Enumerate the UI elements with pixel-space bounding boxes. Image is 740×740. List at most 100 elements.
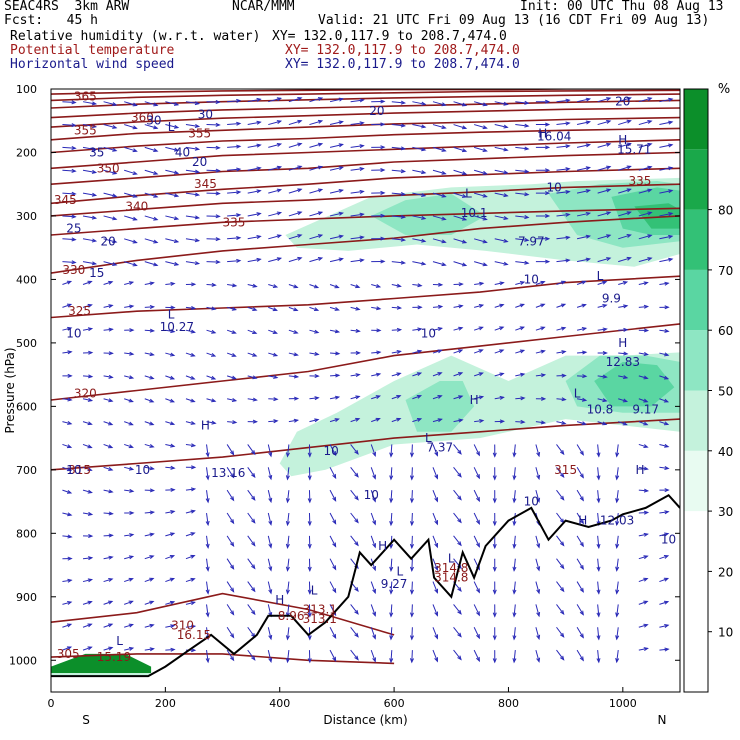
wind-vector-304: [309, 188, 324, 194]
wind-vector-665: [596, 444, 601, 458]
wind-vector-584: [535, 303, 546, 308]
wind-vector-747: [659, 600, 670, 605]
wind-vector-326: [329, 120, 344, 126]
wind-vector-264: [268, 419, 279, 424]
wind-vector-367: [350, 489, 359, 501]
wind-vector-637: [577, 374, 588, 379]
wind-vector-162: [185, 375, 196, 380]
wind-label-32: 15.71: [617, 142, 651, 156]
wind-vector-603: [556, 167, 571, 172]
wind-vector-229: [247, 189, 262, 194]
wind-vector-601: [556, 121, 571, 126]
wind-vector-416: [389, 467, 394, 481]
wind-vector-163: [185, 398, 196, 403]
wind-vector-101: [144, 124, 159, 130]
wind-vector-733: [659, 281, 670, 286]
wind-vector-551: [515, 123, 530, 128]
theta-line-10: [51, 139, 680, 170]
wind-vector-486: [453, 349, 464, 354]
theta-label-15: 355: [74, 123, 97, 137]
wind-vector-560: [515, 326, 525, 331]
wind-vector-107: [144, 261, 159, 267]
wind-vector-374: [350, 649, 359, 661]
theta-label-13: 345: [194, 177, 217, 191]
wind-vector-150: [185, 101, 201, 106]
wind-vector-266: [267, 467, 273, 481]
wind-vector-557: [515, 260, 530, 265]
wind-vector-200: [227, 98, 242, 103]
wind-vector-219: [226, 535, 235, 548]
wind-label-18: 20: [192, 155, 207, 169]
wind-vector-180: [206, 214, 221, 219]
wind-vector-92: [124, 488, 135, 493]
wind-vector-455: [432, 215, 447, 221]
wind-vector-95: [124, 555, 135, 560]
wind-label-1: 20: [101, 234, 116, 248]
wind-vector-575: [535, 99, 551, 104]
wind-vector-194: [205, 535, 210, 550]
wind-vector-363: [350, 395, 361, 400]
wind-vector-400: [391, 100, 407, 105]
wind-vector-742: [659, 488, 670, 493]
wind-vector-118: [144, 510, 156, 515]
wind-vector-748: [659, 624, 670, 628]
wind-vector-625: [576, 97, 592, 103]
wind-vector-661: [597, 351, 608, 356]
wind-vector-298: [285, 627, 290, 641]
wind-vector-732: [659, 257, 674, 263]
wind-vector-80: [124, 215, 138, 221]
wind-vector-700: [638, 97, 653, 103]
wind-vector-577: [535, 145, 551, 150]
wind-vector-61: [103, 351, 114, 356]
wind-vector-305: [309, 211, 324, 217]
theta-label-0: 305: [57, 647, 80, 661]
colorbar-segment: [684, 89, 708, 150]
wind-vector-142: [165, 487, 176, 492]
wind-vector-483: [453, 282, 464, 287]
wind-vector-460: [432, 327, 444, 331]
wind-vector-542: [492, 490, 497, 504]
wind-vector-452: [432, 146, 447, 152]
contour-labels: 305 310 313.1 314.8 315 315 320 325 330 335 335 340…: [54, 90, 676, 664]
wind-vector-259: [268, 306, 278, 312]
wind-vector-741: [659, 466, 670, 471]
hl-marker-12: L: [574, 387, 581, 401]
wind-vector-594: [535, 535, 541, 549]
wind-vector-272: [267, 604, 273, 618]
wind-vector-71: [103, 578, 114, 583]
wind-vector-509: [474, 304, 485, 308]
wind-vector-94: [124, 533, 135, 538]
wind-vector-230: [247, 212, 262, 217]
wind-vector-697: [615, 604, 620, 618]
wind-vector-731: [659, 234, 674, 240]
wind-label-5: 10: [135, 463, 150, 477]
wind-vector-531: [494, 238, 509, 243]
wind-vector-65: [103, 443, 114, 449]
wind-vector-23: [62, 623, 73, 628]
rh-shading: [51, 177, 680, 677]
wind-vector-688: [618, 398, 629, 403]
wind-vector-396: [370, 581, 376, 595]
theta-label-9: 335: [223, 215, 246, 229]
wind-vector-394: [370, 535, 376, 549]
wind-vector-681: [618, 234, 632, 240]
theta-label-3: 314.8: [434, 571, 468, 585]
wind-vector-530: [494, 215, 509, 220]
wind-vector-250: [268, 97, 283, 103]
wind-vector-467: [432, 489, 439, 503]
wind-vector-75: [124, 101, 138, 107]
wind-vector-308: [309, 284, 320, 289]
wind-vector-99: [124, 646, 135, 651]
wind-vector-485: [453, 326, 464, 331]
wind-vector-462: [432, 372, 443, 377]
wind-vector-232: [247, 257, 262, 263]
wind-vector-185: [206, 329, 217, 334]
wind-vector-536: [494, 349, 505, 354]
wind-vector-128: [165, 169, 180, 175]
wind-vector-167: [185, 487, 197, 492]
wind-vector-516: [473, 467, 480, 480]
wind-vector-284: [288, 306, 299, 312]
y-tick-label: 300: [16, 210, 37, 223]
wind-vector-429: [412, 192, 427, 197]
wind-vector-135: [165, 329, 176, 334]
